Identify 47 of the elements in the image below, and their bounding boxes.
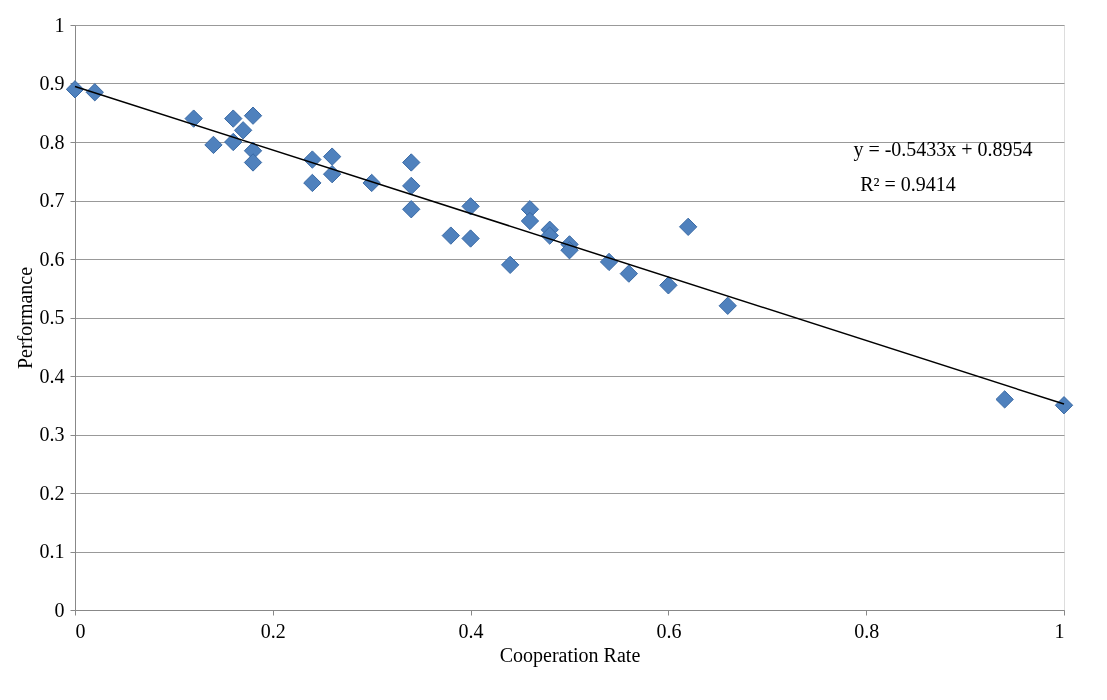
x-tick-label: 1 [1054, 619, 1065, 642]
y-tick-label: 0.3 [39, 423, 65, 445]
point [441, 226, 460, 245]
x-tick-label: 0.6 [656, 619, 682, 642]
point [402, 153, 421, 172]
point [224, 132, 243, 152]
point [679, 217, 698, 236]
point [520, 211, 540, 231]
x-tick-label: 0.4 [458, 619, 484, 642]
y-tick-label: 0.4 [39, 364, 65, 387]
y-tick-label: 0.7 [39, 189, 65, 211]
point [65, 80, 85, 99]
y-tick-label: 0.2 [39, 481, 65, 504]
point [402, 176, 421, 196]
point [560, 241, 579, 260]
x-axis-title: Cooperation Rate [499, 643, 641, 667]
y-tick-label: 0.9 [39, 72, 65, 94]
point [243, 106, 263, 125]
point [619, 264, 638, 283]
point [461, 229, 480, 248]
point [243, 153, 263, 172]
x-tick-label: 0 [75, 619, 86, 642]
point [995, 390, 1014, 409]
point [461, 197, 480, 216]
annotation: y = -0.5433x + 0.8954 [853, 138, 1033, 161]
point [204, 135, 223, 155]
y-tick-label: 1 [54, 13, 65, 36]
point [233, 121, 253, 140]
point [322, 165, 342, 184]
x-tick-label: 0.2 [260, 619, 286, 642]
y-tick-label: 0.1 [39, 540, 65, 562]
point [1054, 396, 1074, 415]
y-tick-label: 0.5 [39, 306, 65, 328]
y-tick-label: 0.8 [39, 130, 65, 153]
point [501, 255, 520, 275]
point [659, 276, 678, 295]
point [322, 147, 342, 166]
y-tick-label: 0.6 [39, 247, 65, 270]
point [402, 200, 421, 219]
point [184, 109, 203, 128]
y-axis-title: Performance [13, 266, 36, 370]
point [224, 109, 243, 128]
x-tick-label: 0.8 [854, 619, 880, 642]
annotation: R² = 0.9414 [860, 173, 956, 195]
y-tick-label: 0 [54, 598, 65, 621]
point [303, 173, 322, 193]
point [718, 296, 737, 315]
